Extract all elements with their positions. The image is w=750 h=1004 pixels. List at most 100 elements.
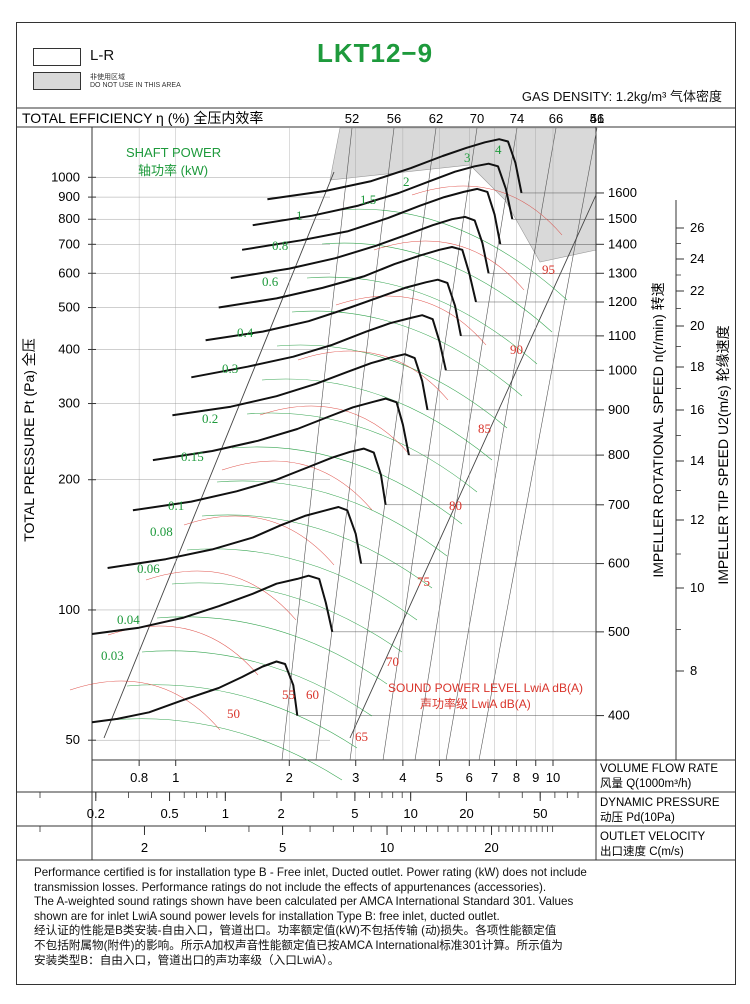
efficiency-ray bbox=[281, 127, 353, 761]
shaft-power-value: 0.3 bbox=[222, 361, 238, 376]
dp-tick-label: 10 bbox=[403, 806, 417, 821]
shaft-power-value: 3 bbox=[464, 150, 471, 165]
tip-axis-label: IMPELLER TIP SPEED U2(m/s) 轮缘速度 bbox=[715, 325, 731, 584]
efficiency-tick: 66 bbox=[549, 111, 563, 126]
performance-curve bbox=[191, 314, 447, 379]
shaft-power-line bbox=[246, 412, 478, 493]
shaft-power-line bbox=[186, 548, 418, 621]
sound-level-arc bbox=[107, 625, 259, 676]
y-tick-label: 800 bbox=[58, 211, 80, 226]
y-tick-label: 200 bbox=[58, 472, 80, 487]
shaft-power-label-en: SHAFT POWER bbox=[126, 145, 221, 160]
performance-curve bbox=[172, 353, 429, 417]
sound-level-value: 85 bbox=[478, 421, 491, 436]
shaft-power-value: 0.15 bbox=[181, 449, 204, 464]
dp-label-cn: 动压 Pd(10Pa) bbox=[600, 811, 675, 824]
shaft-power-value: 0.03 bbox=[101, 648, 124, 663]
chart-title: LKT12−9 bbox=[316, 38, 434, 68]
dp-tick-label: 0.5 bbox=[161, 806, 179, 821]
sound-level-value: 90 bbox=[510, 342, 523, 357]
note-line: shown are for inlet LwiA sound power lev… bbox=[34, 909, 500, 923]
note-line: 不包括附属物(附件)的影响。所示A加权声音性能额定值已按AMCA Interna… bbox=[34, 938, 563, 952]
ov-label-cn: 出口速度 C(m/s) bbox=[600, 844, 684, 858]
tip-tick-label: 8 bbox=[690, 663, 697, 678]
ov-tick-label: 5 bbox=[279, 840, 286, 855]
legend-lr-swatch bbox=[33, 48, 81, 66]
sound-level-arc bbox=[145, 570, 297, 621]
gas-density: GAS DENSITY: 1.2kg/m³ 气体密度 bbox=[521, 89, 722, 104]
efficiency-tick: 62 bbox=[429, 111, 443, 126]
note-line: The A-weighted sound ratings shown have … bbox=[34, 895, 574, 909]
right-boundary bbox=[349, 194, 597, 739]
performance-curve bbox=[205, 278, 462, 342]
tip-tick-label: 26 bbox=[690, 220, 704, 235]
y-tick-label: 700 bbox=[58, 236, 80, 251]
legend-do-not-use-cn: 非使用区域 bbox=[90, 74, 125, 81]
shaft-power-line bbox=[201, 514, 433, 589]
speed-tick-label: 1200 bbox=[608, 294, 637, 309]
flow-tick-label: 10 bbox=[546, 770, 560, 785]
tip-tick-label: 22 bbox=[690, 283, 704, 298]
speed-tick-label: 1300 bbox=[608, 265, 637, 280]
y-tick-label: 400 bbox=[58, 341, 80, 356]
shaft-power-line bbox=[141, 650, 373, 717]
y-tick-label: 600 bbox=[58, 265, 80, 280]
flow-tick-label: 6 bbox=[466, 770, 473, 785]
legend-lr-label: L-R bbox=[90, 47, 115, 64]
dp-tick-label: 5 bbox=[351, 806, 358, 821]
speed-axis-label: IMPELLER ROTATIONAL SPEED n(r/min) 转速 bbox=[650, 282, 666, 577]
speed-tick-label: 400 bbox=[608, 708, 630, 723]
shaft-power-line bbox=[321, 242, 553, 333]
dp-tick-label: 2 bbox=[278, 806, 285, 821]
tip-tick-label: 20 bbox=[690, 318, 704, 333]
sound-level-arc bbox=[183, 515, 335, 566]
shaft-power-line bbox=[126, 684, 358, 749]
speed-tick-label: 1100 bbox=[608, 328, 636, 343]
performance-curve bbox=[132, 447, 387, 512]
shaft-power-value: 0.1 bbox=[168, 498, 184, 513]
speed-tick-label: 600 bbox=[608, 556, 630, 571]
shaft-power-value: 0.8 bbox=[272, 238, 288, 253]
shaft-power-line bbox=[216, 480, 448, 557]
shaft-power-value: 2 bbox=[403, 174, 410, 189]
shaft-power-value: 0.4 bbox=[237, 325, 254, 340]
speed-tick-label: 700 bbox=[608, 497, 630, 512]
efficiency-ray bbox=[445, 127, 557, 761]
sound-level-value: 70 bbox=[386, 654, 399, 669]
shaft-power-line bbox=[171, 582, 403, 653]
performance-curve bbox=[252, 162, 514, 227]
note-line: transmission losses. Performance ratings… bbox=[34, 880, 547, 894]
sound-level-value: 60 bbox=[306, 687, 319, 702]
shaft-power-value: 0.6 bbox=[262, 274, 279, 289]
sound-level-arc bbox=[411, 185, 563, 236]
sound-level-arc bbox=[221, 460, 373, 511]
sound-level-value: 65 bbox=[355, 729, 368, 744]
flow-tick-label: 3 bbox=[352, 770, 359, 785]
y-tick-label: 1000 bbox=[51, 169, 80, 184]
efficiency-ray bbox=[382, 127, 478, 761]
performance-curve bbox=[267, 138, 523, 201]
sound-level-arc bbox=[259, 405, 411, 456]
efficiency-tick: 74 bbox=[510, 111, 524, 126]
speed-tick-label: 1000 bbox=[608, 362, 637, 377]
speed-tick-label: 800 bbox=[608, 447, 630, 462]
performance-curve bbox=[218, 246, 477, 309]
left-boundary bbox=[103, 171, 335, 739]
shaft-power-line bbox=[291, 310, 523, 397]
speed-tick-label: 1600 bbox=[608, 185, 637, 200]
shaft-power-value: 0.04 bbox=[117, 612, 140, 627]
speed-tick-label: 900 bbox=[608, 402, 630, 417]
shaft-power-value: 1 bbox=[296, 208, 303, 223]
shaft-power-value: 0.2 bbox=[202, 411, 218, 426]
chart-frame bbox=[16, 22, 736, 985]
tip-tick-label: 10 bbox=[690, 580, 704, 595]
sound-level-arc bbox=[373, 240, 525, 291]
dp-tick-label: 0.2 bbox=[87, 806, 105, 821]
flow-label-cn: 风量 Q(1000m³/h) bbox=[600, 777, 692, 790]
tip-tick-label: 18 bbox=[690, 359, 704, 374]
efficiency-label: TOTAL EFFICIENCY η (%) 全压内效率 bbox=[22, 110, 263, 126]
performance-curve bbox=[241, 187, 502, 251]
ov-tick-label: 2 bbox=[141, 840, 148, 855]
efficiency-ray bbox=[414, 127, 518, 761]
tip-tick-label: 14 bbox=[690, 453, 704, 468]
